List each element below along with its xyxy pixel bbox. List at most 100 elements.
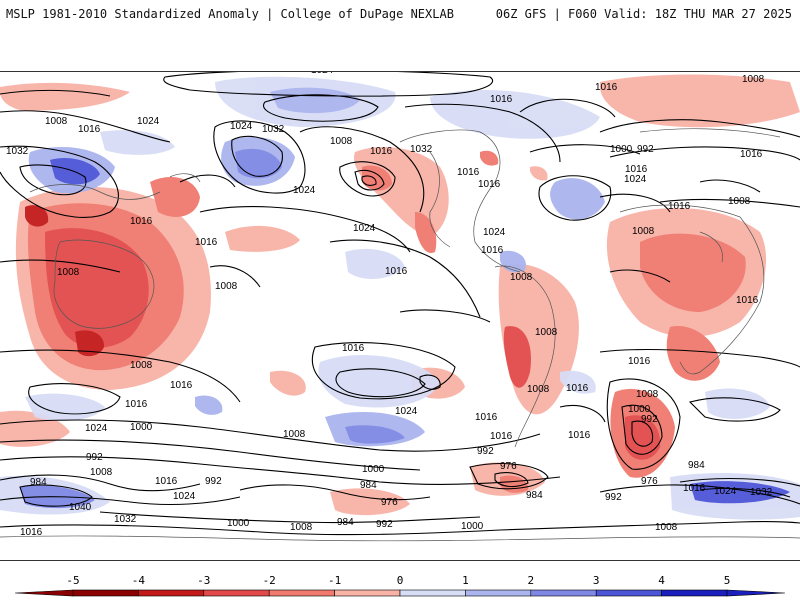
colorbar-min-arrow: [14, 589, 74, 597]
isobar-label: 1032: [262, 124, 285, 135]
isobar-label: 984: [360, 480, 377, 491]
isobar-label: 976: [500, 461, 517, 472]
isobar-label: 1000: [130, 422, 153, 433]
isobar-label: 1032: [114, 514, 137, 525]
isobar-label: 984: [30, 477, 47, 488]
model-run-info: 06Z GFS | F060 Valid: 18Z THU MAR 27 202…: [495, 7, 792, 21]
isobar-label: 1016: [736, 295, 759, 306]
isobar-label: 1016: [628, 356, 651, 367]
isobar-label: 1024: [714, 486, 737, 497]
isobar-label: 1040: [69, 502, 92, 513]
isobar-label: 1024: [483, 227, 506, 238]
colorbar-tick-label: -4: [132, 574, 146, 587]
isobar-label: 1008: [510, 272, 533, 283]
isobar-label: 984: [526, 490, 543, 501]
colorbar-tick-label: 1: [462, 574, 469, 587]
isobar-label: 1024: [85, 423, 108, 434]
isobar-label: 1008: [655, 522, 678, 533]
isobar-label: 1008: [728, 196, 751, 207]
isobar-labels: 1024 1016 1008 1016 1024 1032 1024 1032 …: [6, 72, 773, 538]
isobar-label: 1016: [125, 399, 148, 410]
colorbar-graphic: -5 -4 -3 -2 -1 0 1 2 3 4 5: [14, 574, 786, 597]
colorbar-segment: [661, 589, 728, 597]
isobar-label: 1008: [45, 116, 68, 127]
colorbar-segment: [203, 589, 270, 597]
isobar-label: 1032: [6, 146, 29, 157]
colorbar-segment: [72, 589, 139, 597]
isobar-label: 976: [641, 476, 658, 487]
isobar-label: 992: [376, 519, 393, 530]
isobar-label: 1000: [461, 521, 484, 532]
isobar-label: 1016: [475, 412, 498, 423]
colorbar-tick-label: -2: [263, 574, 276, 587]
colorbar-tick-label: 4: [658, 574, 665, 587]
isobar-label: 1016: [478, 179, 501, 190]
isobar-label: 1016: [490, 431, 513, 442]
isobar-label: 1024: [624, 174, 647, 185]
isobar-label: 1032: [410, 144, 433, 155]
isobar-label: 1016: [625, 164, 648, 175]
isobar-label: 1008: [527, 384, 550, 395]
positive-anomaly-shading: [0, 76, 800, 520]
colorbar-tick-label: 3: [593, 574, 600, 587]
colorbar-segment: [465, 589, 532, 597]
isobar-label: 1008: [57, 267, 80, 278]
isobar-label: 984: [337, 517, 354, 528]
isobar-label: 1016: [490, 94, 513, 105]
isobar-label: 1016: [566, 383, 589, 394]
isobar-label: 1016: [457, 167, 480, 178]
colorbar-segment: [138, 589, 205, 597]
coastlines: [0, 128, 800, 542]
isobar-label: 1016: [155, 476, 178, 487]
isobar-label: 1000: [628, 404, 651, 415]
world-map: 1024 1016 1008 1016 1024 1032 1024 1032 …: [0, 71, 800, 561]
isobar-label: 992: [86, 452, 103, 463]
colorbar-tick-label: -5: [66, 574, 79, 587]
isobar-label: 1016: [78, 124, 101, 135]
isobar-label: 1016: [668, 201, 691, 212]
colorbar-segment: [399, 589, 466, 597]
colorbar-segment: [595, 589, 662, 597]
isobar-label: 1008: [636, 389, 659, 400]
anomaly-colorbar: -5 -4 -3 -2 -1 0 1 2 3 4 5: [0, 572, 800, 600]
isobar-label: 1016: [740, 149, 763, 160]
colorbar-tick-label: -1: [328, 574, 341, 587]
isobar-label: 1016: [385, 266, 408, 277]
isobar-label: 1024: [173, 491, 196, 502]
isobar-label: 1024: [230, 121, 253, 132]
isobar-label: 1024: [353, 223, 376, 234]
colorbar-segment: [334, 589, 401, 597]
isobar-label: 1008: [330, 136, 353, 147]
isobar-label: 976: [381, 497, 398, 508]
isobar-label: 1008: [283, 429, 306, 440]
isobar-label: 1024: [293, 185, 316, 196]
isobar-label: 984: [688, 460, 705, 471]
isobar-label: 1008: [90, 467, 113, 478]
isobar-label: 1024: [137, 116, 160, 127]
isobar-label: 1000: [362, 464, 385, 475]
isobar-label: 1008: [290, 522, 313, 533]
isobar-label: 1016: [170, 380, 193, 391]
map-canvas: 1024 1016 1008 1016 1024 1032 1024 1032 …: [0, 72, 800, 542]
isobar-label: 1016: [342, 343, 365, 354]
isobar-label: 1024: [395, 406, 418, 417]
isobar-label: 1008: [742, 74, 765, 85]
isobar-label: 1032: [750, 487, 773, 498]
isobar-label: 1008: [632, 226, 655, 237]
isobar-label: 1024: [311, 72, 334, 76]
map-title: MSLP 1981-2010 Standardized Anomaly | Co…: [6, 7, 454, 21]
isobar-label: 1016: [370, 146, 393, 157]
isobar-label: 1016: [130, 216, 153, 227]
isobar-label: 1008: [535, 327, 558, 338]
isobar-label: 1008: [215, 281, 238, 292]
isobar-contours: [0, 72, 800, 536]
map-header: MSLP 1981-2010 Standardized Anomaly | Co…: [0, 0, 800, 28]
isobar-label: 992: [605, 492, 622, 503]
isobar-label: 1016: [481, 245, 504, 256]
isobar-label: 1016: [683, 483, 706, 494]
isobar-label: 992: [637, 144, 654, 155]
colorbar-tick-label: -3: [197, 574, 210, 587]
isobar-label: 1016: [195, 237, 218, 248]
colorbar-segment: [530, 589, 597, 597]
isobar-label: 1008: [130, 360, 153, 371]
